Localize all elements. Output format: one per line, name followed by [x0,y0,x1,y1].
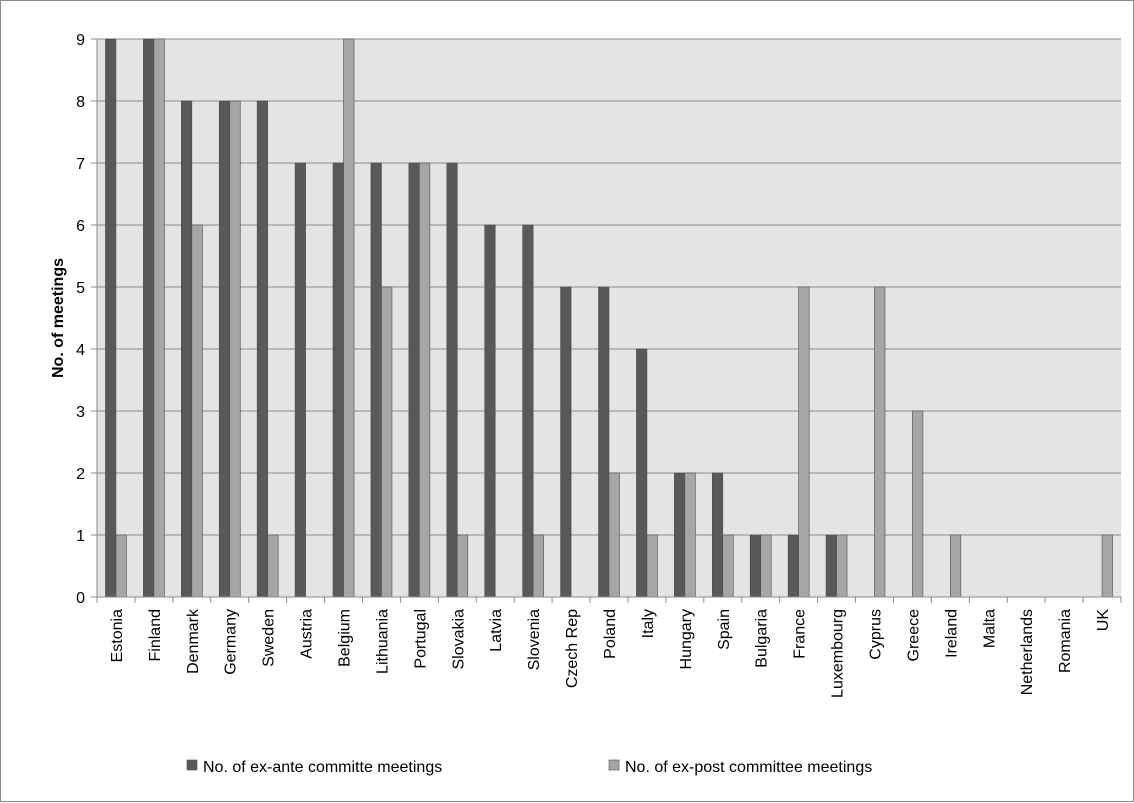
x-tick-label: Malta [981,609,998,648]
x-tick-label: Bulgaria [754,609,771,668]
bar-ex-post-luxembourg [836,534,848,598]
bar-ex-ante-portugal [408,162,420,598]
bar-ex-ante-slovenia [522,224,534,598]
y-tick-label: 7 [76,156,85,173]
x-tick-label: Italy [640,609,657,638]
bar-ex-post-slovakia [456,534,469,598]
bar-ex-ante-poland [598,286,610,598]
y-tick-label: 8 [76,94,85,111]
legend-label: No. of ex-ante committe meetings [203,759,442,776]
x-tick-label: Romania [1057,609,1074,673]
bar-ex-ante-italy [636,348,648,598]
legend-swatch [608,759,620,771]
bar-ex-post-germany [229,100,241,598]
y-tick-label: 3 [76,404,85,421]
bar-ex-ante-france [787,534,799,598]
y-tick-label: 5 [76,280,85,297]
x-tick-label: Belgium [337,609,354,667]
x-tick-label: France [792,609,809,659]
bar-ex-post-portugal [419,162,431,598]
bar-ex-post-sweden [267,534,279,598]
y-tick-label: 9 [76,32,85,49]
x-tick-label: Slovenia [526,609,543,670]
bars [105,38,1113,598]
bar-ex-ante-latvia [484,224,496,598]
x-tick-label: Slovakia [450,609,467,670]
bar-ex-post-greece [912,410,924,598]
x-tick-label: Luxembourg [830,609,847,698]
x-tick-label: Hungary [678,609,695,669]
bar-ex-ante-austria [294,162,306,598]
x-tick-label: Greece [905,609,922,662]
x-tick-label: Estonia [109,609,126,662]
x-tick-label: Czech Rep [564,609,581,688]
x-tick-label: Ireland [943,609,960,658]
x-tick-label: Portugal [412,609,429,669]
bar-ex-post-belgium [343,38,355,598]
x-tick-label: Lithuania [374,609,391,674]
x-tick-label: Sweden [261,609,278,667]
bar-ex-ante-sweden [256,100,268,598]
bar-ex-post-finland [153,38,165,598]
bar-ex-post-poland [608,472,620,598]
y-tick-label: 4 [76,342,85,359]
bar-ex-post-lithuania [381,286,393,598]
bar-ex-ante-finland [143,38,155,598]
x-tick-label: Finland [147,609,164,661]
bar-ex-ante-hungary [674,472,686,598]
x-tick-label: Denmark [185,608,202,674]
bar-ex-ante-bulgaria [749,534,762,598]
x-tick-label: Cyprus [867,609,884,660]
bar-ex-post-uk [1101,534,1113,598]
y-tick-label: 2 [76,466,85,483]
x-tick-label: UK [1095,609,1112,632]
bar-ex-post-spain [722,534,734,598]
x-tick-label: Germany [223,609,240,675]
y-tick-label: 0 [76,590,85,607]
legend-swatch [186,759,198,771]
bar-ex-ante-lithuania [370,162,382,598]
bar-ex-post-ireland [950,534,962,598]
bar-ex-ante-czech-rep [560,286,572,598]
bar-ex-post-france [798,286,810,598]
bar-ex-post-bulgaria [760,534,772,598]
legend: No. of ex-ante committe meetings No. of e… [186,759,872,776]
x-tick-label: Poland [602,609,619,659]
y-tick-label: 6 [76,218,85,235]
x-tick-label: Netherlands [1019,609,1036,695]
bar-ex-post-denmark [191,224,203,598]
bar-ex-post-italy [646,534,658,598]
bar-ex-ante-belgium [332,162,344,598]
legend-label: No. of ex-post committee meetings [625,759,872,776]
y-axis-title: No. of meetings [50,258,67,378]
bar-ex-post-estonia [115,534,127,598]
axes [96,39,1122,603]
x-tick-label: Austria [299,609,316,659]
bar-ex-ante-denmark [181,100,193,598]
bar-ex-ante-spain [711,472,724,598]
bar-ex-ante-estonia [105,38,117,598]
bar-ex-post-slovenia [532,534,544,598]
y-tick-label: 1 [76,528,85,545]
bar-ex-ante-slovakia [446,162,458,598]
x-tick-label: Latvia [488,609,505,652]
y-tick-labels: 0 1 2 3 4 5 6 7 8 9 [76,32,85,607]
x-tick-label: Spain [716,609,733,650]
bar-ex-ante-germany [218,100,231,598]
bar-ex-post-hungary [684,472,696,598]
bar-ex-post-cyprus [874,286,886,598]
bar-ex-ante-luxembourg [825,534,837,598]
x-tick-labels: Estonia Finland Denmark Germany Sweden Austri… [109,608,1112,698]
